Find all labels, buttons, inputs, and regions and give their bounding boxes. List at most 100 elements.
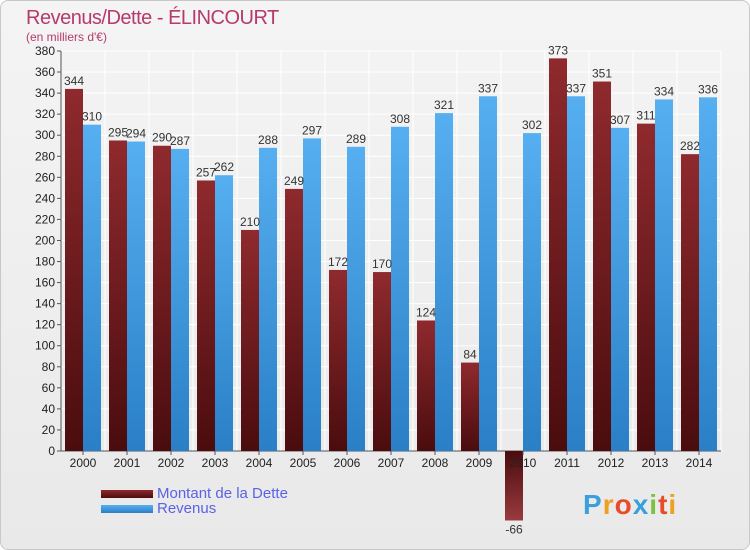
x-axis-ticks: 2000 2001 2002 2003 2004 2005 2006 2007 2008 2009… <box>70 451 713 470</box>
debt-bar-2007 <box>373 272 391 451</box>
legend-label-revenue: Revenus <box>157 500 217 517</box>
debt-label-2013: 311 <box>636 109 655 123</box>
debt-label-2006: 172 <box>328 255 348 269</box>
revenue-bar-2013 <box>655 99 673 451</box>
x-tick-label-2002: 2002 <box>158 456 185 470</box>
debt-label-2011: 373 <box>548 43 568 57</box>
revenue-bar-2012 <box>611 127 629 451</box>
proxiti-logo: Proxiti <box>583 489 677 521</box>
y-tick-label: 260 <box>35 170 55 184</box>
revenue-label-2002: 287 <box>170 134 190 148</box>
debt-label-2001: 295 <box>108 125 128 139</box>
debt-bar-2012 <box>593 81 611 452</box>
y-tick-label: 240 <box>35 191 55 205</box>
x-tick-label-2006: 2006 <box>334 456 361 470</box>
debt-label-2000: 344 <box>64 74 84 88</box>
x-tick-label-2004: 2004 <box>246 456 273 470</box>
revenue-label-2001: 294 <box>126 127 146 141</box>
revenue-bar-2010 <box>523 133 541 451</box>
debt-label-2002: 290 <box>152 131 172 145</box>
revenue-bar-2002 <box>171 148 189 452</box>
x-tick-label-2012: 2012 <box>598 456 625 470</box>
revenue-label-2008: 321 <box>434 98 454 112</box>
x-tick-label-2011: 2011 <box>554 456 580 470</box>
y-tick-label: 380 <box>35 44 55 58</box>
debt-label-2007: 170 <box>372 257 392 271</box>
debt-bar-2009 <box>461 362 479 451</box>
revenue-bar-2000 <box>83 124 101 452</box>
revenue-label-2013: 334 <box>654 84 674 98</box>
revenue-bar-2007 <box>391 126 409 451</box>
debt-bar-2008 <box>417 320 435 451</box>
x-tick-label-2008: 2008 <box>422 456 449 470</box>
x-tick-label-2014: 2014 <box>686 456 713 470</box>
y-tick-label: 100 <box>35 339 55 353</box>
debt-label-2009: 84 <box>463 348 477 362</box>
revenue-label-2014: 336 <box>698 82 718 96</box>
y-tick-label: 340 <box>35 86 55 100</box>
y-tick-label: 80 <box>42 360 56 374</box>
logo-letter: r <box>602 489 615 520</box>
y-tick-label: 120 <box>35 318 55 332</box>
debt-bar-2011 <box>549 58 567 452</box>
revenue-label-2000: 310 <box>82 110 102 124</box>
x-tick-label-2007: 2007 <box>378 456 405 470</box>
y-tick-label: 220 <box>35 212 55 226</box>
revenue-label-2005: 297 <box>302 123 322 137</box>
revenue-bar-2004 <box>259 147 277 451</box>
logo-letter: x <box>632 489 650 520</box>
x-tick-label-2005: 2005 <box>290 456 317 470</box>
revenue-label-2009: 337 <box>478 81 498 95</box>
debt-label-2005: 249 <box>284 174 304 188</box>
y-tick-label: 280 <box>35 149 55 163</box>
chart-subtitle: (en milliers d'€) <box>26 30 107 44</box>
debt-bar-2013 <box>637 123 655 451</box>
legend-label-debt: Montant de la Dette <box>157 485 288 502</box>
y-tick-label: 20 <box>42 423 56 437</box>
y-tick-label: 320 <box>35 107 55 121</box>
y-tick-label: 0 <box>48 444 55 458</box>
chart-title: Revenus/Dette - ÉLINCOURT <box>26 7 279 29</box>
debt-label-2008: 124 <box>416 305 436 319</box>
y-axis-ticks: 0 20 40 60 80 100 120 140 160 180 200 220 240 260 280 3… <box>35 44 55 458</box>
revenue-label-2011: 337 <box>566 81 586 95</box>
revenue-bar-2001 <box>127 141 145 452</box>
logo-letter: t <box>658 489 669 520</box>
x-tick-label-2009: 2009 <box>466 456 493 470</box>
legend-swatch-debt <box>101 490 153 498</box>
y-tick-label: 40 <box>42 402 56 416</box>
y-tick-label: 180 <box>35 255 55 269</box>
logo-letter: i <box>649 489 659 520</box>
revenue-bar-2014 <box>699 97 717 451</box>
logo-letter: o <box>614 489 633 520</box>
debt-bar-2002 <box>153 145 171 451</box>
revenue-bar-2003 <box>215 175 233 452</box>
debt-bar-2003 <box>197 180 215 451</box>
bars <box>65 58 717 521</box>
debt-label-2004: 210 <box>240 215 260 229</box>
revenue-bar-2008 <box>435 113 453 452</box>
x-tick-label-2013: 2013 <box>642 456 669 470</box>
revenue-label-2006: 289 <box>346 132 366 146</box>
revenue-bar-2009 <box>479 96 497 452</box>
revenue-bar-2005 <box>303 138 321 452</box>
x-tick-label-2000: 2000 <box>70 456 97 470</box>
revenue-bar-2006 <box>347 146 365 451</box>
x-tick-label-2001: 2001 <box>114 456 141 470</box>
revenue-label-2007: 308 <box>390 112 410 126</box>
debt-bar-2014 <box>681 154 699 451</box>
revenue-label-2004: 288 <box>258 133 278 147</box>
y-tick-label: 360 <box>35 65 55 79</box>
revenue-label-2010: 302 <box>522 118 542 132</box>
y-tick-label: 200 <box>35 233 55 247</box>
debt-label-2014: 282 <box>680 139 700 153</box>
y-tick-label: 60 <box>42 381 56 395</box>
y-tick-label: 160 <box>35 276 55 290</box>
revenue-bar-2011 <box>567 96 585 452</box>
legend-swatch-revenue <box>101 505 153 513</box>
debt-bar-2000 <box>65 88 83 451</box>
x-tick-label-2010: 2010 <box>510 456 537 470</box>
